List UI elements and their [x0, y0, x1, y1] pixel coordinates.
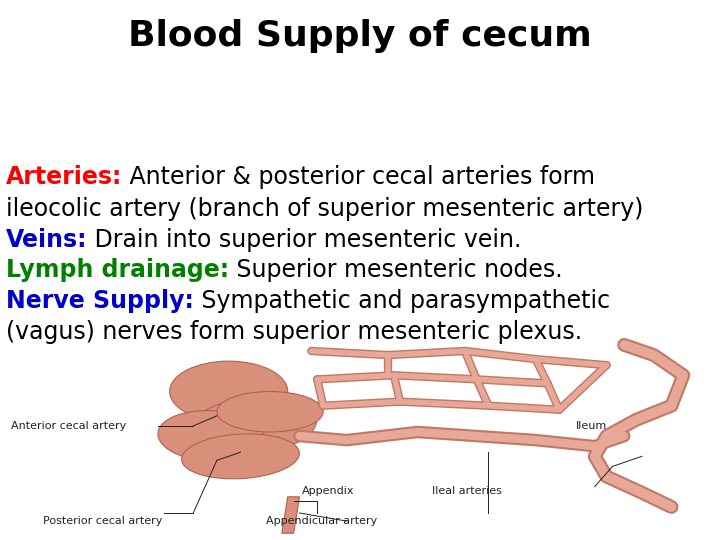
Text: Ileal arteries: Ileal arteries	[432, 486, 502, 496]
Text: Ileum: Ileum	[576, 421, 607, 431]
Ellipse shape	[188, 397, 317, 455]
Text: Anterior cecal artery: Anterior cecal artery	[11, 421, 126, 431]
Text: Lymph drainage:: Lymph drainage:	[6, 258, 229, 282]
Text: Posterior cecal artery: Posterior cecal artery	[43, 516, 163, 526]
Text: Appendix: Appendix	[302, 486, 355, 496]
Text: (vagus) nerves form superior mesenteric plexus.: (vagus) nerves form superior mesenteric …	[6, 320, 582, 343]
Ellipse shape	[158, 410, 264, 462]
Text: Drain into superior mesenteric vein.: Drain into superior mesenteric vein.	[87, 228, 521, 252]
FancyBboxPatch shape	[122, 335, 713, 537]
Text: ileocolic artery (branch of superior mesenteric artery): ileocolic artery (branch of superior mes…	[6, 197, 643, 221]
Ellipse shape	[181, 434, 300, 479]
Text: Sympathetic and parasympathetic: Sympathetic and parasympathetic	[194, 289, 610, 313]
Text: Nerve Supply:: Nerve Supply:	[6, 289, 194, 313]
Polygon shape	[282, 497, 300, 534]
Text: Anterior & posterior cecal arteries form: Anterior & posterior cecal arteries form	[122, 165, 595, 188]
Text: Arteries:: Arteries:	[6, 165, 122, 188]
Text: Appendicular artery: Appendicular artery	[266, 516, 378, 526]
Text: Blood Supply of cecum: Blood Supply of cecum	[128, 19, 592, 53]
Text: Veins:: Veins:	[6, 228, 87, 252]
Text: Superior mesenteric nodes.: Superior mesenteric nodes.	[229, 258, 562, 282]
Ellipse shape	[170, 361, 288, 422]
Ellipse shape	[217, 392, 323, 432]
